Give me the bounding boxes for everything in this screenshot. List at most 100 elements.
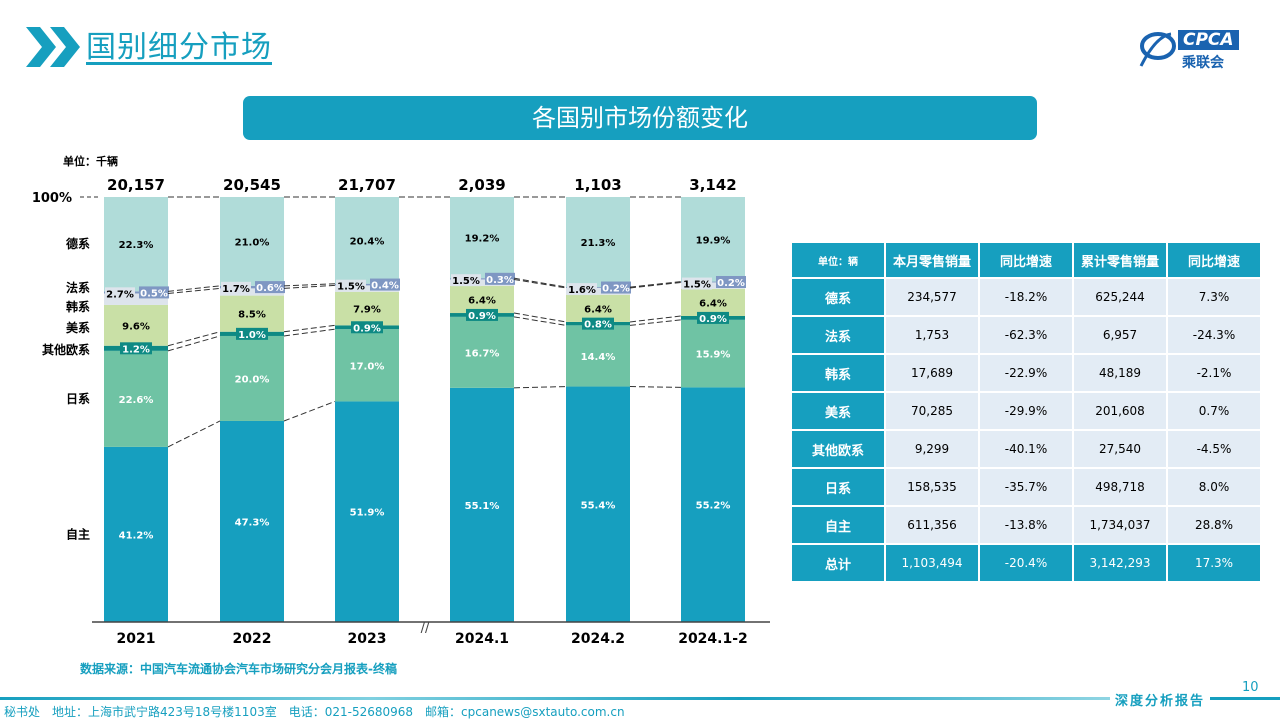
label-bg	[697, 311, 729, 324]
label-bg	[567, 283, 597, 296]
table-row: 德系 234,577 -18.2% 625,244 7.3%	[790, 277, 1262, 317]
data-label: 0.9%	[699, 314, 727, 325]
label-bg	[485, 272, 515, 285]
data-label: 0.4%	[371, 281, 399, 292]
table-cell: 9,299	[884, 429, 980, 469]
data-label: 55.2%	[696, 501, 731, 512]
footer-contact: 秘书处 地址：上海市武宁路423号18号楼1103室 电话：021-526809…	[4, 705, 625, 719]
bar-segment	[450, 316, 514, 388]
data-label: 47.3%	[235, 517, 270, 528]
table-cell: 3,142,293	[1072, 543, 1168, 583]
data-source: 数据来源：中国汽车流通协会汽车市场研究分会月报表-终稿	[80, 662, 397, 676]
label-bg	[582, 317, 614, 330]
table-cell: 总计	[790, 543, 886, 583]
connector-line	[513, 277, 567, 288]
bar-segment	[450, 279, 514, 286]
bar-segment	[220, 295, 284, 332]
data-label: 20.0%	[235, 374, 270, 385]
table-cell: 498,718	[1072, 467, 1168, 507]
connector-line	[283, 284, 336, 289]
data-label: 15.9%	[696, 350, 731, 361]
label-bg	[451, 274, 481, 287]
label-bg	[370, 278, 400, 291]
connector-line	[283, 328, 336, 337]
table-cell: 0.7%	[1166, 391, 1262, 431]
table-row: 美系 70,285 -29.9% 201,608 0.7%	[790, 391, 1262, 431]
data-label: 1.6%	[568, 285, 596, 296]
data-label: 19.2%	[465, 234, 500, 245]
bar-segment	[450, 387, 514, 622]
table-row: 韩系 17,689 -22.9% 48,189 -2.1%	[790, 353, 1262, 393]
table-total-row: 总计 1,103,494 -20.4% 3,142,293 17.3%	[790, 543, 1262, 583]
connector-line	[167, 335, 221, 352]
bar-segment	[450, 285, 514, 314]
bar-segment	[335, 291, 399, 326]
connector-line	[629, 281, 682, 289]
label-bg	[221, 281, 251, 294]
series-label: 自主	[66, 526, 90, 541]
bar-segment	[566, 325, 630, 387]
label-bg	[120, 342, 152, 355]
table-row: 自主 611,356 -13.8% 1,734,037 28.8%	[790, 505, 1262, 545]
connector-line	[283, 400, 336, 422]
data-label: 20.4%	[350, 236, 385, 247]
category-label: 2023	[348, 631, 387, 647]
connector-line	[167, 285, 221, 292]
series-label: 德系	[66, 236, 90, 251]
total-label: 20,157	[107, 176, 165, 194]
bar-segment	[450, 197, 514, 279]
bar-segment	[335, 329, 399, 402]
total-label: 3,142	[689, 176, 736, 194]
table-cell: 1,753	[884, 315, 980, 355]
connector-line	[629, 319, 682, 326]
table-cell: 美系	[790, 391, 886, 431]
table-cell: 6,957	[1072, 315, 1168, 355]
footer-tag: 深度分析报告	[1115, 694, 1206, 709]
stacked-share-chart: 41.2% 22.6% 1.2% 9.6% 2.7% 0.5% 22.3% 20,157 202…	[32, 176, 770, 647]
bar-segment	[335, 401, 399, 622]
data-label: 22.3%	[119, 240, 154, 251]
category-label: 2022	[233, 631, 272, 647]
connector-line	[629, 386, 682, 388]
data-label: 9.6%	[122, 321, 150, 332]
data-label: 41.2%	[119, 530, 154, 541]
table-cell: 27,540	[1072, 429, 1168, 469]
data-label: 0.2%	[717, 278, 745, 289]
bar-segment	[220, 420, 284, 622]
data-label: 6.4%	[468, 295, 496, 306]
table-cell: 70,285	[884, 391, 980, 431]
category-label: 2024.1	[455, 631, 509, 647]
label-bg	[351, 321, 383, 334]
label-bg	[139, 286, 169, 299]
table-cell: 7.3%	[1166, 277, 1262, 317]
category-label: 2021	[117, 631, 156, 647]
bar-segment	[335, 283, 399, 286]
bar-segment	[681, 197, 745, 282]
table-cell: -24.3%	[1166, 315, 1262, 355]
bar-segment	[566, 197, 630, 288]
y-tick-label: 100%	[32, 191, 72, 206]
connector-line	[513, 386, 567, 389]
table-header: 单位：辆 本月零售销量 同比增速 累计零售销量 同比增速	[790, 241, 1262, 279]
table-cell: -18.2%	[978, 277, 1074, 317]
page-number: 10	[1242, 680, 1259, 695]
table-cell: 625,244	[1072, 277, 1168, 317]
bar-segment	[104, 291, 168, 294]
table-cell: 德系	[790, 277, 886, 317]
table-cell: 201,608	[1072, 391, 1168, 431]
bar-segment	[220, 285, 284, 289]
category-label: 2024.2	[571, 631, 625, 647]
data-label: 16.7%	[465, 348, 500, 359]
connector-line	[629, 281, 682, 288]
bar-segment	[220, 197, 284, 286]
label-bg	[601, 281, 631, 294]
table-cell: -20.4%	[978, 543, 1074, 583]
bar-segment	[566, 287, 630, 288]
total-label: 1,103	[574, 176, 621, 194]
table-cell: 158,535	[884, 467, 980, 507]
data-label: 1.5%	[452, 276, 480, 287]
table-cell: 48,189	[1072, 353, 1168, 393]
footer-line	[0, 697, 1110, 700]
table-cell: -22.9%	[978, 353, 1074, 393]
total-label: 21,707	[338, 176, 396, 194]
